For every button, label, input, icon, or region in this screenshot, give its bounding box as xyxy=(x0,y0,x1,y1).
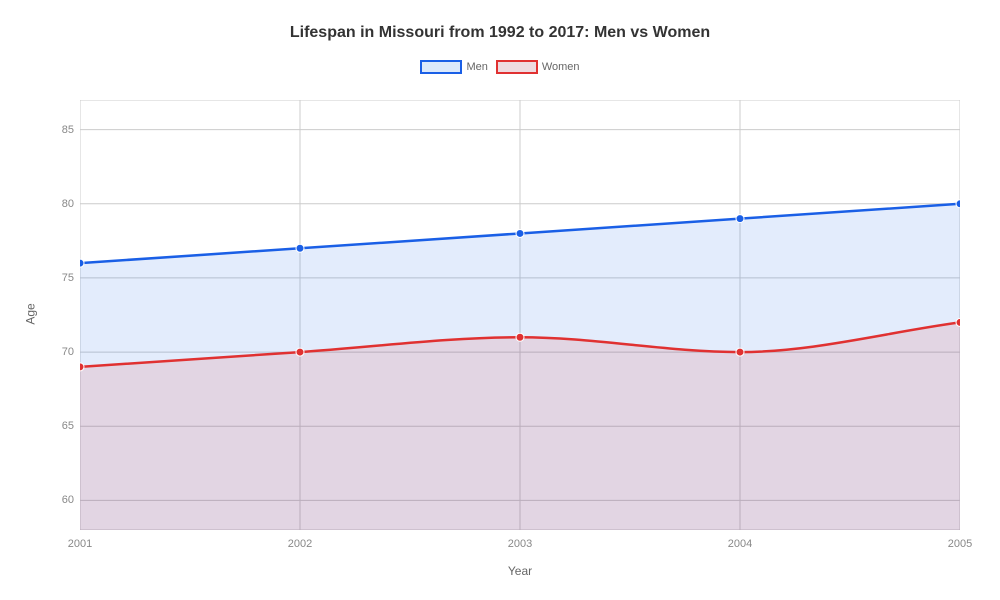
x-tick-label: 2004 xyxy=(728,538,752,550)
legend-label-men: Men xyxy=(466,61,487,73)
y-tick-label: 80 xyxy=(50,198,74,210)
y-tick-label: 70 xyxy=(50,346,74,358)
legend-swatch-women xyxy=(496,60,538,74)
legend-swatch-men xyxy=(420,60,462,74)
chart-title: Lifespan in Missouri from 1992 to 2017: … xyxy=(0,24,1000,42)
x-tick-label: 2003 xyxy=(508,538,532,550)
legend-item-men[interactable]: Men xyxy=(420,60,487,74)
plot-area xyxy=(80,100,960,530)
chart-container: Lifespan in Missouri from 1992 to 2017: … xyxy=(0,0,1000,600)
y-tick-label: 65 xyxy=(50,420,74,432)
x-tick-label: 2001 xyxy=(68,538,92,550)
x-tick-label: 2002 xyxy=(288,538,312,550)
x-tick-label: 2005 xyxy=(948,538,972,550)
legend-item-women[interactable]: Women xyxy=(496,60,580,74)
y-axis-label: Age xyxy=(24,303,38,324)
x-axis-label: Year xyxy=(80,564,960,578)
legend: Men Women xyxy=(0,60,1000,74)
y-tick-label: 75 xyxy=(50,272,74,284)
legend-label-women: Women xyxy=(542,61,580,73)
y-tick-label: 85 xyxy=(50,124,74,136)
y-tick-label: 60 xyxy=(50,494,74,506)
